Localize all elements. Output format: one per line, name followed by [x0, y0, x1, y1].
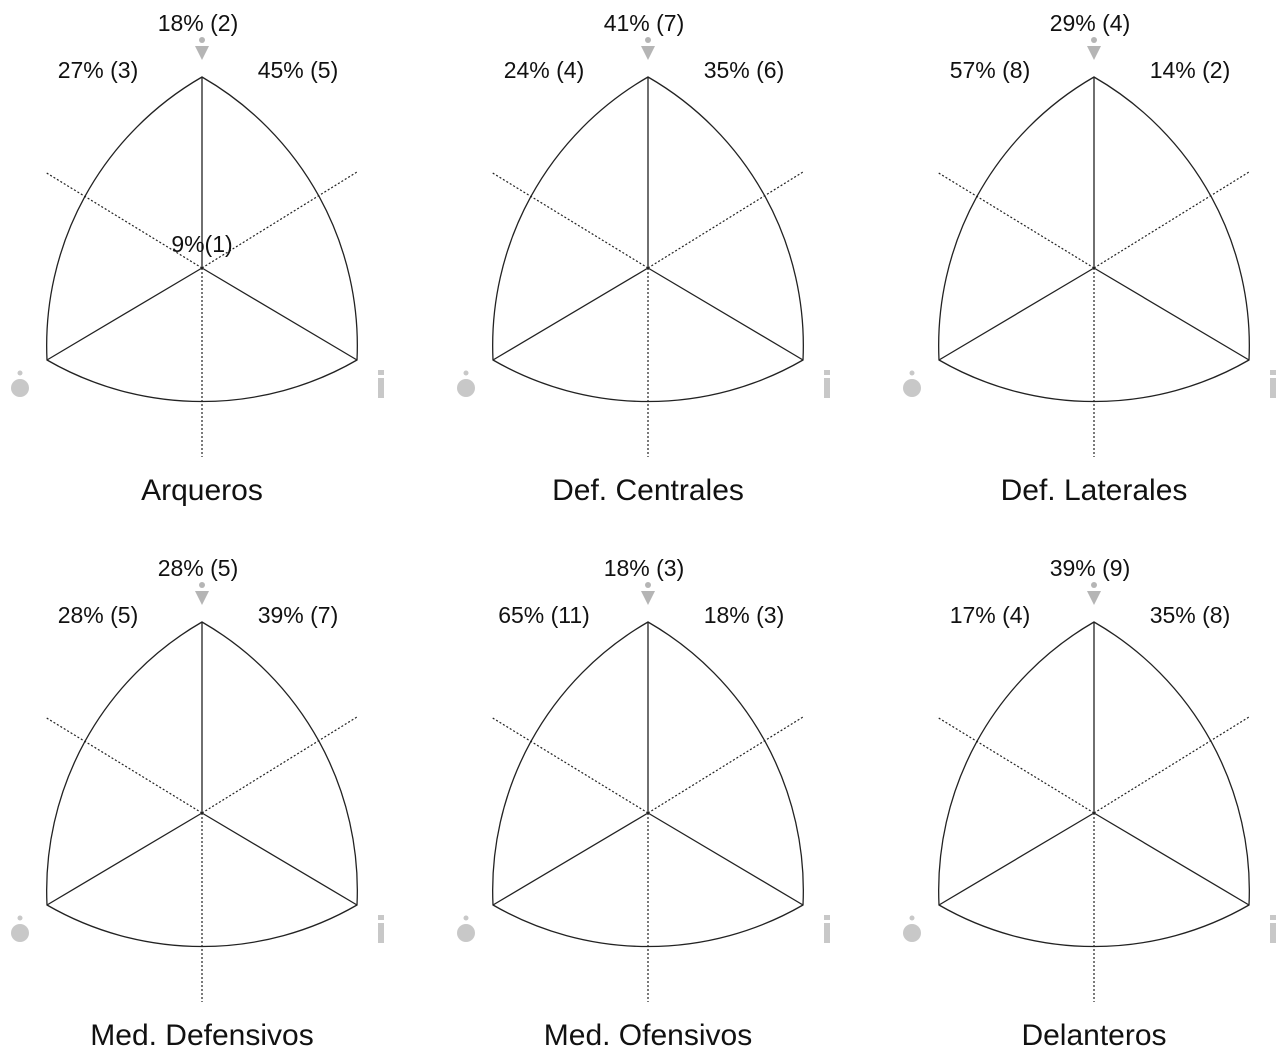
left-label: 28% (5): [58, 602, 139, 628]
arrow-icon: [641, 46, 655, 60]
dotted-axis: [936, 716, 1095, 814]
arrow-dot: [1091, 582, 1097, 588]
panel: 41% (7) 24% (4) 35% (6) Def. Centrales: [457, 10, 830, 507]
right-label: 45% (5): [258, 57, 339, 83]
dotted-axis: [201, 716, 358, 814]
left-icon-dot: [463, 370, 469, 376]
arrow-icon: [641, 591, 655, 605]
spoke: [647, 812, 804, 906]
panel-title: Arqueros: [141, 474, 263, 507]
dotted-axis: [44, 716, 203, 814]
left-icon-dot: [909, 370, 915, 376]
right-icon: [1270, 923, 1276, 943]
spoke: [938, 267, 1095, 361]
panel-title: Def. Laterales: [1001, 474, 1188, 507]
panel: 18% (3) 65% (11) 18% (3) Med. Ofensivos: [457, 555, 830, 1047]
top-label: 41% (7): [604, 10, 685, 36]
arrow-icon: [1087, 591, 1101, 605]
spoke: [201, 267, 358, 361]
spoke: [46, 812, 203, 906]
panel-title: Med. Ofensivos: [544, 1019, 752, 1047]
panel: 28% (5) 28% (5) 39% (7) Med. Defensivos: [11, 555, 384, 1047]
left-icon: [903, 379, 921, 397]
center-label: 9%(1): [171, 231, 232, 257]
dotted-axis: [1093, 171, 1250, 269]
left-icon-dot: [17, 915, 23, 921]
left-icon: [457, 379, 475, 397]
panel-title: Med. Defensivos: [90, 1019, 313, 1047]
right-label: 14% (2): [1150, 57, 1231, 83]
left-icon-dot: [17, 370, 23, 376]
arrow-icon: [195, 46, 209, 60]
right-icon-dot: [824, 370, 830, 375]
right-icon-dot: [378, 915, 384, 920]
left-icon: [11, 924, 29, 942]
dotted-axis: [647, 171, 804, 269]
right-label: 35% (8): [1150, 602, 1231, 628]
right-icon: [824, 923, 830, 943]
right-icon-dot: [1270, 915, 1276, 920]
right-label: 35% (6): [704, 57, 785, 83]
arrow-dot: [1091, 37, 1097, 43]
spoke: [938, 812, 1095, 906]
right-icon: [1270, 378, 1276, 398]
dotted-axis: [44, 171, 203, 269]
arrow-icon: [1087, 46, 1101, 60]
arrow-icon: [195, 591, 209, 605]
arrow-dot: [199, 37, 205, 43]
spoke: [201, 812, 358, 906]
left-icon-dot: [909, 915, 915, 921]
right-icon-dot: [378, 370, 384, 375]
right-label: 39% (7): [258, 602, 339, 628]
dotted-axis: [490, 171, 649, 269]
dotted-axis: [936, 171, 1095, 269]
left-icon: [903, 924, 921, 942]
spoke: [647, 267, 804, 361]
top-label: 18% (3): [604, 555, 685, 581]
top-label: 18% (2): [158, 10, 239, 36]
panel-title: Delanteros: [1021, 1019, 1166, 1047]
left-icon-dot: [463, 915, 469, 921]
panel: 39% (9) 17% (4) 35% (8) Delanteros: [903, 555, 1276, 1047]
panel-title: Def. Centrales: [552, 474, 744, 507]
top-label: 28% (5): [158, 555, 239, 581]
panel: 29% (4) 57% (8) 14% (2) Def. Laterales: [903, 10, 1276, 507]
arrow-dot: [645, 582, 651, 588]
left-label: 17% (4): [950, 602, 1031, 628]
spoke: [46, 267, 203, 361]
spoke: [1093, 267, 1250, 361]
panel: 18% (2) 27% (3) 45% (5) 9%(1) Arqueros: [11, 10, 384, 507]
dotted-axis: [647, 716, 804, 814]
left-label: 27% (3): [58, 57, 139, 83]
spoke: [1093, 812, 1250, 906]
right-label: 18% (3): [704, 602, 785, 628]
right-icon: [824, 378, 830, 398]
left-label: 57% (8): [950, 57, 1031, 83]
right-icon: [378, 923, 384, 943]
left-label: 24% (4): [504, 57, 585, 83]
top-label: 39% (9): [1050, 555, 1131, 581]
right-icon: [378, 378, 384, 398]
arrow-dot: [645, 37, 651, 43]
right-icon-dot: [1270, 370, 1276, 375]
left-icon: [457, 924, 475, 942]
spoke: [492, 267, 649, 361]
dotted-axis: [1093, 716, 1250, 814]
right-icon-dot: [824, 915, 830, 920]
spoke: [492, 812, 649, 906]
arrow-dot: [199, 582, 205, 588]
dotted-axis: [490, 716, 649, 814]
top-label: 29% (4): [1050, 10, 1131, 36]
left-label: 65% (11): [498, 602, 590, 628]
left-icon: [11, 379, 29, 397]
